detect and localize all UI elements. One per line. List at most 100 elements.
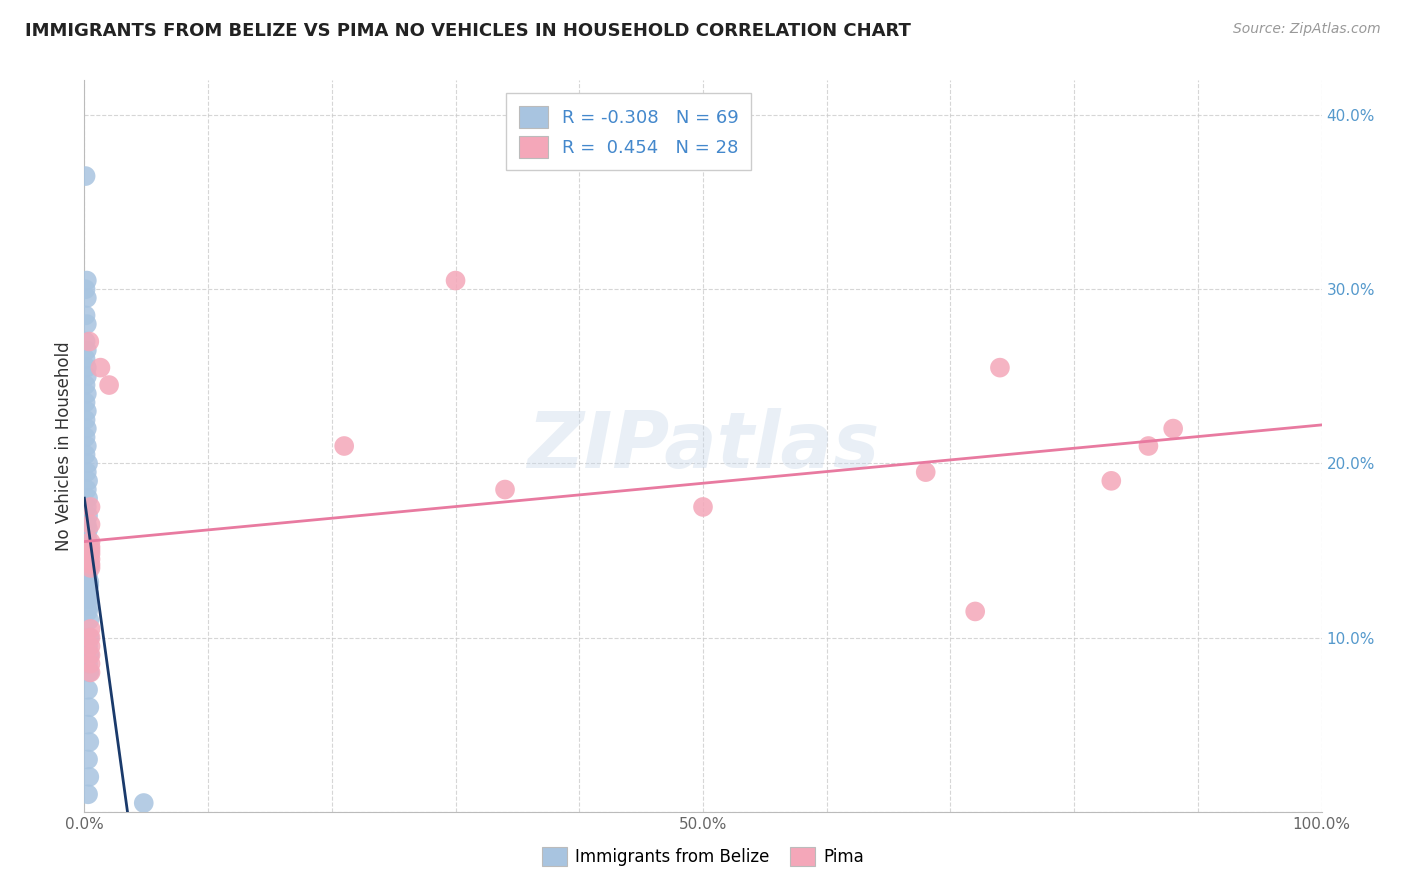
- Point: [75, 448, 97, 462]
- Point: [75, 282, 97, 296]
- Point: [76, 517, 98, 532]
- Point: [76, 360, 98, 375]
- Point: [79, 648, 101, 662]
- Point: [77, 582, 100, 596]
- Point: [914, 465, 936, 479]
- Text: ZIPatlas: ZIPatlas: [527, 408, 879, 484]
- Point: [76, 343, 98, 358]
- Point: [89, 360, 111, 375]
- Point: [79, 665, 101, 680]
- Point: [75, 334, 97, 349]
- Legend: R = -0.308   N = 69, R =  0.454   N = 28: R = -0.308 N = 69, R = 0.454 N = 28: [506, 93, 751, 170]
- Point: [76, 386, 98, 401]
- Point: [76, 317, 98, 331]
- Y-axis label: No Vehicles in Household: No Vehicles in Household: [55, 341, 73, 551]
- Point: [77, 491, 100, 506]
- Point: [79, 552, 101, 566]
- Point: [76, 547, 98, 561]
- Point: [77, 534, 100, 549]
- Point: [77, 587, 100, 601]
- Point: [965, 604, 987, 618]
- Point: [77, 523, 100, 537]
- Point: [79, 561, 101, 575]
- Point: [76, 540, 98, 554]
- Point: [75, 395, 97, 409]
- Point: [76, 465, 98, 479]
- Point: [77, 787, 100, 801]
- Point: [79, 558, 101, 572]
- Point: [75, 169, 97, 183]
- Point: [79, 631, 101, 645]
- Point: [79, 547, 101, 561]
- Point: [79, 735, 101, 749]
- Point: [79, 534, 101, 549]
- Point: [79, 657, 101, 671]
- Point: [77, 717, 100, 731]
- Point: [77, 569, 100, 583]
- Point: [76, 483, 98, 497]
- Point: [79, 558, 101, 572]
- Point: [76, 552, 98, 566]
- Point: [79, 543, 101, 558]
- Point: [76, 291, 98, 305]
- Point: [76, 404, 98, 418]
- Text: Source: ZipAtlas.com: Source: ZipAtlas.com: [1233, 22, 1381, 37]
- Point: [79, 540, 101, 554]
- Point: [77, 543, 100, 558]
- Point: [77, 604, 100, 618]
- Point: [76, 530, 98, 544]
- Point: [79, 613, 101, 627]
- Point: [988, 360, 1011, 375]
- Legend: Immigrants from Belize, Pima: Immigrants from Belize, Pima: [536, 840, 870, 873]
- Point: [77, 657, 100, 671]
- Point: [79, 517, 101, 532]
- Point: [79, 561, 101, 575]
- Point: [77, 543, 100, 558]
- Text: IMMIGRANTS FROM BELIZE VS PIMA NO VEHICLES IN HOUSEHOLD CORRELATION CHART: IMMIGRANTS FROM BELIZE VS PIMA NO VEHICL…: [25, 22, 911, 40]
- Point: [1161, 421, 1184, 435]
- Point: [77, 552, 100, 566]
- Point: [75, 309, 97, 323]
- Point: [77, 552, 100, 566]
- Point: [77, 561, 100, 575]
- Point: [444, 274, 467, 288]
- Point: [79, 700, 101, 714]
- Point: [79, 622, 101, 636]
- Point: [76, 534, 98, 549]
- Point: [77, 592, 100, 607]
- Point: [77, 457, 100, 471]
- Point: [79, 770, 101, 784]
- Point: [77, 640, 100, 654]
- Point: [77, 543, 100, 558]
- Point: [79, 500, 101, 514]
- Point: [76, 421, 98, 435]
- Point: [333, 439, 356, 453]
- Point: [79, 578, 101, 592]
- Point: [1137, 439, 1160, 453]
- Point: [79, 547, 101, 561]
- Point: [77, 508, 100, 523]
- Point: [1099, 474, 1122, 488]
- Point: [77, 682, 100, 697]
- Point: [79, 631, 101, 645]
- Point: [76, 500, 98, 514]
- Point: [75, 378, 97, 392]
- Point: [79, 574, 101, 589]
- Point: [75, 351, 97, 366]
- Point: [75, 430, 97, 444]
- Point: [79, 599, 101, 614]
- Point: [76, 274, 98, 288]
- Point: [79, 587, 101, 601]
- Point: [98, 378, 121, 392]
- Point: [132, 796, 155, 810]
- Point: [77, 565, 100, 579]
- Point: [77, 752, 100, 766]
- Point: [76, 558, 98, 572]
- Point: [79, 648, 101, 662]
- Point: [77, 474, 100, 488]
- Point: [79, 665, 101, 680]
- Point: [692, 500, 714, 514]
- Point: [76, 439, 98, 453]
- Point: [75, 413, 97, 427]
- Point: [76, 369, 98, 384]
